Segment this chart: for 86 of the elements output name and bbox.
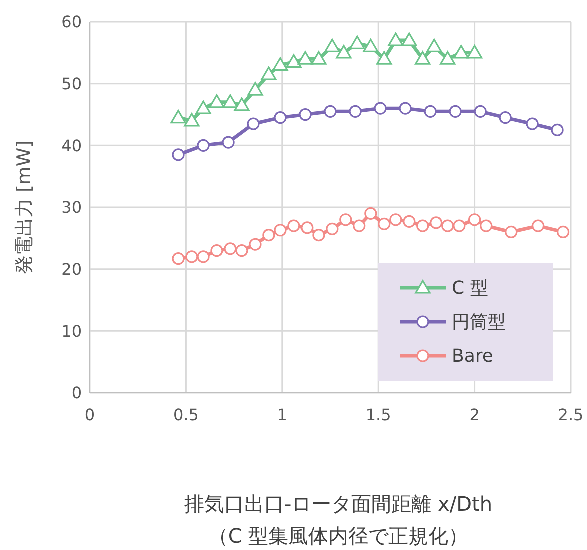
point [390,214,402,226]
point [299,108,312,122]
point [468,214,482,226]
y-tick-label: 60 [62,12,82,32]
point [426,38,442,53]
x-axis-title: 排気口出口-ロータ面間距離 x/Dth （C 型集風体内径で正規化） [183,491,494,550]
y-tick-label: 50 [62,74,82,94]
point [526,118,539,130]
y-tick-label: 30 [62,198,82,218]
point [551,124,564,137]
point [376,51,392,65]
point [249,238,262,251]
legend-label: C 型 [452,277,488,300]
point [210,244,224,258]
point [236,244,248,258]
point [184,113,200,127]
point [209,94,225,108]
y-tick-label: 40 [62,136,82,156]
point [454,45,470,59]
point [324,105,337,118]
point [350,36,366,50]
point [557,226,570,239]
point [247,118,260,130]
point [349,105,362,118]
point [274,112,287,124]
point [196,100,212,114]
point [505,226,518,239]
y-tick-label: 0 [72,384,82,403]
point [248,82,264,96]
point [340,214,352,226]
point [480,220,493,232]
point [224,242,237,256]
point [353,220,366,232]
y-tick-label: 10 [62,322,82,341]
x-tick-label: 2 [470,405,480,424]
point [262,229,276,242]
x-tick-label: 1 [277,405,288,424]
point [286,54,302,68]
point [197,250,210,264]
point [399,102,412,115]
x-tick-label: 1.5 [366,405,392,424]
point [467,45,483,59]
point [326,222,339,236]
point [403,215,416,228]
y-tick-label: 20 [62,260,82,280]
point [364,207,378,220]
point [170,110,186,124]
legend-label: 円筒型 [452,311,506,334]
point [261,66,277,80]
point [336,45,352,59]
x-tick-label: 0 [84,405,96,424]
point [402,32,418,46]
point [197,139,210,152]
point [222,94,238,108]
point [442,220,454,232]
point [424,105,437,118]
point [234,98,250,112]
point [288,220,300,232]
point [298,51,314,65]
point [172,252,185,266]
x-tick-label: 2.5 [558,405,584,424]
point [186,250,198,264]
point [312,229,326,242]
point [301,222,314,234]
point [222,136,235,149]
point [474,105,487,118]
point [532,220,545,232]
x-tick-label: 0.5 [173,405,199,424]
point [440,51,456,65]
point [274,224,287,237]
point [172,148,185,162]
legend-label: Bare [452,346,494,366]
point [453,220,466,232]
y-axis-title: 発電出力 [mW] [14,140,36,275]
point [449,105,462,118]
point [499,112,512,124]
point [430,216,443,230]
point [272,57,288,72]
point [374,102,387,115]
point [363,38,379,53]
point [415,51,431,65]
point [378,218,391,230]
point [324,38,340,53]
point [388,32,404,46]
point [416,220,430,232]
point [311,51,327,65]
